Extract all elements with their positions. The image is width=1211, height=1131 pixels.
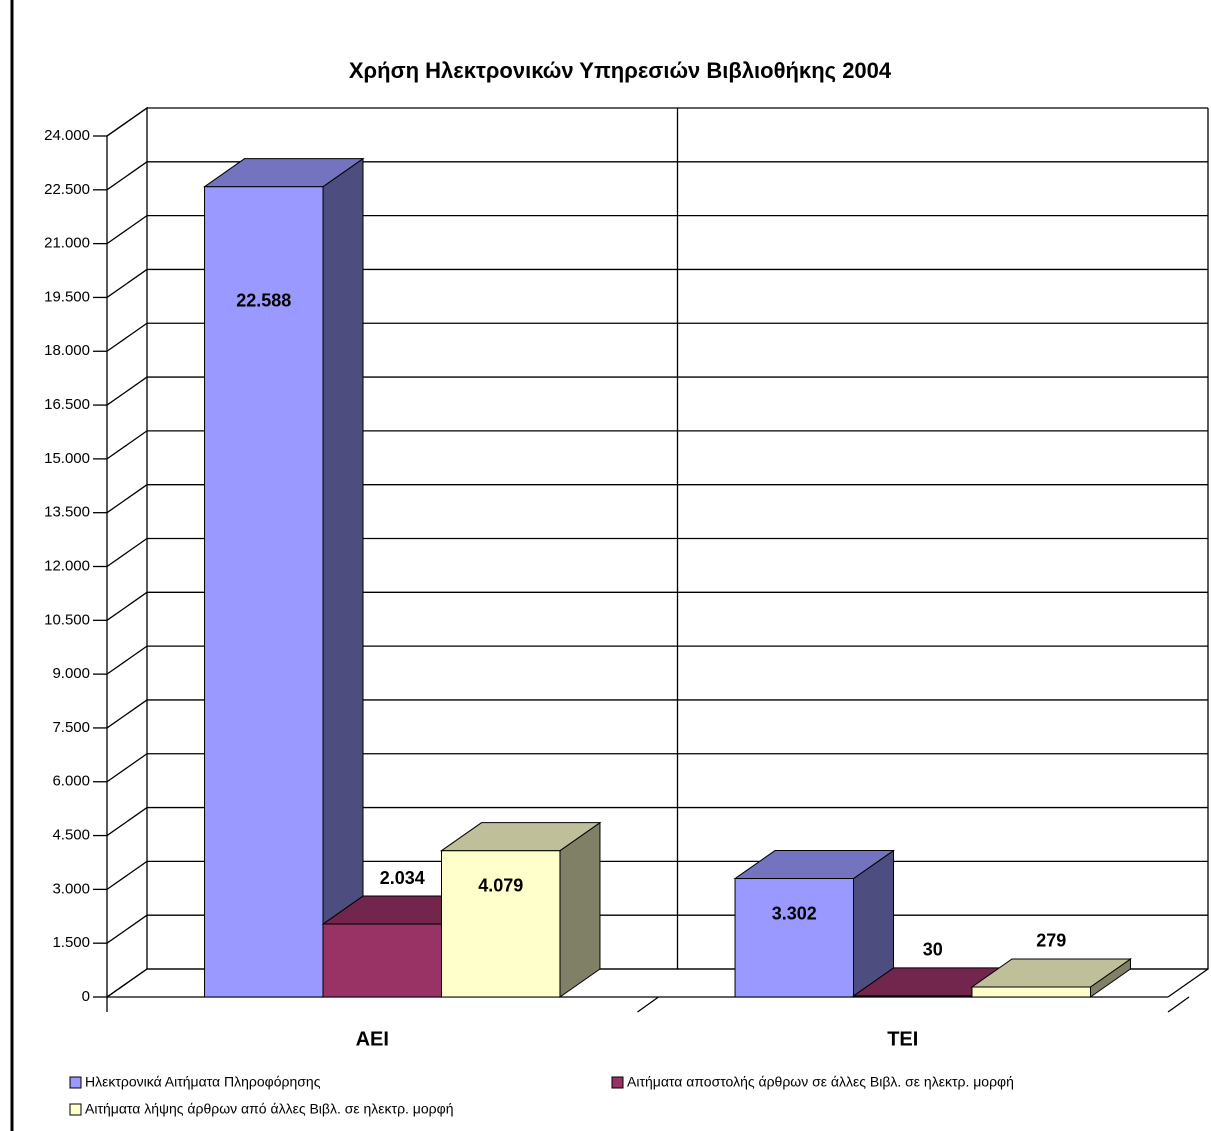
grid-line	[106, 699, 1208, 729]
value-label-bg	[1021, 929, 1082, 954]
grid-line	[106, 322, 1208, 352]
y-tick-label: 4.500	[52, 827, 90, 844]
y-tick-label: 18.000	[44, 342, 90, 359]
x-tick	[1167, 996, 1190, 1013]
y-tick-label: 19.500	[44, 288, 90, 305]
value-label: 279	[1036, 931, 1066, 951]
legend-label: Αιτήματα αποστολής άρθρων σε άλλες Βιβλ.…	[627, 1074, 1014, 1090]
grid-line	[106, 537, 1208, 568]
y-tick-label: 1.500	[52, 934, 90, 951]
grid-line	[106, 268, 1208, 298]
grid-line	[106, 430, 1208, 460]
grid-line	[106, 591, 1208, 621]
legend-label: Αιτήματα λήψης άρθρων από άλλες Βιβλ. σε…	[85, 1101, 454, 1117]
value-label: 30	[923, 940, 943, 960]
y-tick-label: 3.000	[52, 880, 90, 897]
bar-side	[322, 157, 364, 998]
value-label: 4.079	[478, 875, 523, 895]
grid-line	[106, 214, 1208, 245]
grid-line	[106, 107, 1208, 137]
grid-line	[106, 753, 1208, 783]
floor-right	[1167, 968, 1209, 998]
x-tick-label: ΤΕΙ	[887, 1028, 918, 1050]
grid-line	[106, 376, 1208, 406]
y-tick-label: 22.500	[44, 181, 90, 198]
value-label: 3.302	[772, 903, 817, 923]
bar	[734, 878, 855, 998]
legend-label: Ηλεκτρονικά Αιτήματα Πληροφόρησης	[85, 1074, 321, 1090]
y-tick-label: 21.000	[44, 235, 90, 252]
grid-line	[106, 645, 1208, 675]
value-label-bg	[372, 867, 433, 892]
x-tick-label: ΑΕΙ	[356, 1028, 389, 1050]
legend-swatch	[69, 1103, 82, 1116]
bar-side	[559, 821, 601, 998]
legend-swatch	[69, 1076, 82, 1089]
bar-top	[733, 850, 896, 880]
legend-swatch	[611, 1076, 624, 1089]
y-tick-label: 24.000	[44, 127, 90, 144]
y-tick-label: 15.000	[44, 450, 90, 467]
y-tick-label: 0	[82, 988, 90, 1005]
bar	[204, 186, 324, 998]
grid-line	[106, 484, 1208, 514]
y-tick-label: 7.500	[52, 719, 90, 736]
y-tick-label: 9.000	[52, 665, 90, 682]
grid-line	[106, 161, 1208, 191]
chart-title: Χρήση Ηλεκτρονικών Υπηρεσιών Βιβλιοθήκης…	[349, 58, 892, 83]
bar	[971, 986, 1091, 998]
y-tick-label: 13.500	[44, 504, 90, 521]
bar	[440, 850, 561, 998]
y-tick-label: 16.500	[44, 396, 90, 413]
y-tick-label: 6.000	[52, 773, 90, 790]
y-tick-label: 12.000	[44, 557, 90, 574]
value-label: 2.034	[380, 868, 425, 888]
grid-line	[106, 806, 1208, 837]
bar-top	[439, 822, 602, 852]
x-tick	[637, 996, 659, 1013]
bar	[322, 923, 442, 998]
value-label: 22.588	[236, 290, 291, 310]
bar-top	[970, 958, 1133, 988]
y-tick-label: 10.500	[44, 611, 90, 628]
value-label-bg	[902, 938, 963, 963]
bar-top	[202, 158, 365, 188]
